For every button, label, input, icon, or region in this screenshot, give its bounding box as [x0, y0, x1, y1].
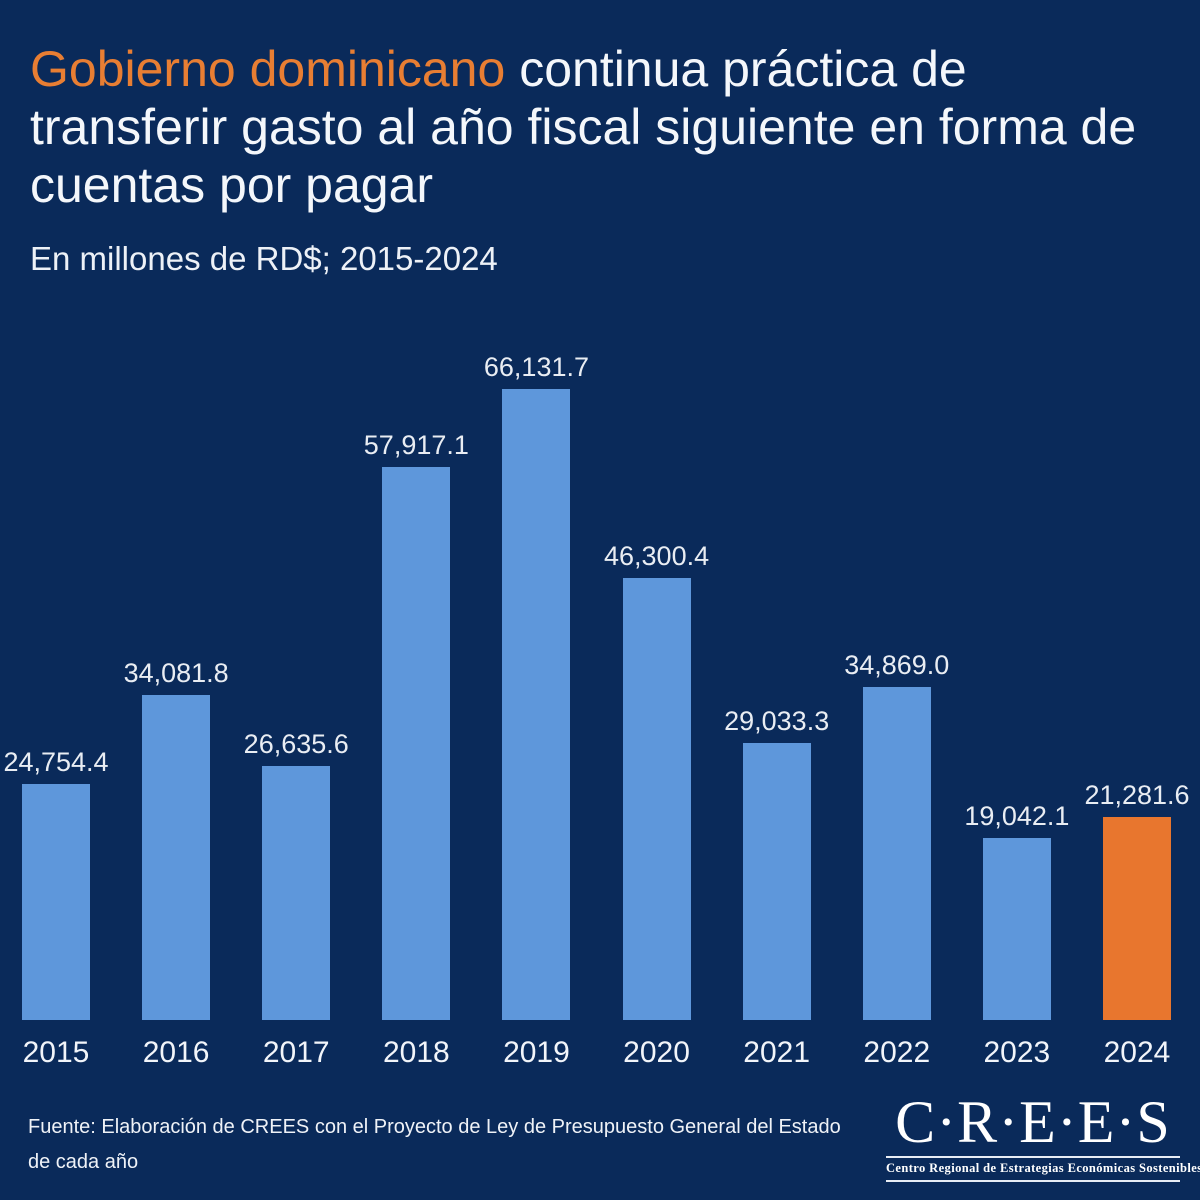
logo-divider-top	[886, 1156, 1180, 1158]
chart-units-label: En millones de RD$; 2015-2024	[30, 240, 498, 277]
bar-column-2018: 57,917.1	[364, 430, 469, 1020]
x-axis-label-2023: 2023	[983, 1036, 1051, 1069]
bar-column-2022: 34,869.0	[844, 650, 949, 1020]
x-axis-label-2019: 2019	[503, 1036, 570, 1069]
bar-column-2015: 24,754.4	[3, 747, 109, 1020]
x-axis-label-2016: 2016	[142, 1036, 210, 1069]
source-note: Fuente: Elaboración de CREES con el Proy…	[28, 1110, 868, 1180]
bar-column-2019: 66,131.7	[484, 352, 589, 1020]
bar-column-2017: 26,635.6	[244, 729, 349, 1020]
bar-2024	[1102, 817, 1171, 1020]
title-line-2: transferir gasto al año fiscal siguiente…	[30, 99, 1137, 155]
x-axis-label-2015: 2015	[22, 1036, 90, 1069]
x-axis-label-2020: 2020	[623, 1036, 690, 1069]
crees-logo: C·R·E·E·S Centro Regional de Estrategias…	[886, 1089, 1200, 1182]
title-line-3: cuentas por pagar	[30, 157, 434, 213]
bar-value-label-2024: 21,281.6	[1084, 780, 1190, 810]
crees-logo-wordmark: C·R·E·E·S	[895, 1089, 1171, 1155]
bar-2019	[502, 389, 571, 1020]
bar-value-label-2017: 26,635.6	[243, 729, 349, 759]
bar-2015	[22, 784, 90, 1020]
bar-2018	[382, 467, 451, 1020]
bar-column-2023: 19,042.1	[964, 801, 1069, 1020]
bar-value-label-2020: 46,300.4	[604, 541, 710, 571]
chart-title: Gobierno dominicano continua práctica de…	[30, 40, 1180, 214]
x-axis-label-2022: 2022	[863, 1036, 931, 1069]
x-axis-label-2021: 2021	[743, 1036, 811, 1069]
bar-column-2021: 29,033.3	[724, 706, 829, 1020]
title-line-1-rest: continua práctica de	[505, 41, 967, 97]
bar-2023	[982, 838, 1051, 1020]
source-note-line-2: de cada año	[28, 1151, 139, 1173]
bar-value-label-2015: 24,754.4	[3, 747, 109, 777]
x-axis-label-2024: 2024	[1103, 1036, 1171, 1069]
bar-2017	[262, 766, 331, 1020]
logo-divider-bottom	[886, 1180, 1180, 1182]
title-line-1: Gobierno dominicano continua práctica de	[30, 40, 1180, 98]
bar-2021	[742, 743, 811, 1020]
bar-value-label-2021: 29,033.3	[724, 706, 830, 736]
bar-column-2020: 46,300.4	[604, 541, 709, 1020]
bar-value-label-2018: 57,917.1	[363, 430, 469, 460]
bar-2020	[622, 578, 691, 1020]
x-axis-label-2017: 2017	[262, 1036, 330, 1069]
bar-column-2024: 21,281.6	[1084, 780, 1190, 1020]
bar-column-2016: 34,081.8	[124, 658, 229, 1020]
x-axis-labels: 2015 2016 2017 2018 2019 2020 2021 2022 2023 2024	[22, 1036, 1171, 1070]
bar-value-label-2016: 34,081.8	[123, 658, 229, 688]
bar-value-label-2022: 34,869.0	[844, 650, 950, 680]
bars-row: 24,754.4 34,081.8 26,635.6 57,917.1 66,131.7…	[3, 352, 1190, 1020]
crees-logo-tagline: Centro Regional de Estrategias Económica…	[886, 1161, 1200, 1175]
source-note-line-1: Fuente: Elaboración de CREES con el Proy…	[28, 1116, 841, 1138]
bar-value-label-2019: 66,131.7	[483, 352, 589, 382]
bar-2022	[862, 687, 931, 1020]
bar-2016	[142, 695, 211, 1020]
title-highlight: Gobierno dominicano	[30, 41, 506, 97]
x-axis-label-2018: 2018	[382, 1036, 450, 1069]
bar-value-label-2023: 19,042.1	[964, 801, 1070, 831]
